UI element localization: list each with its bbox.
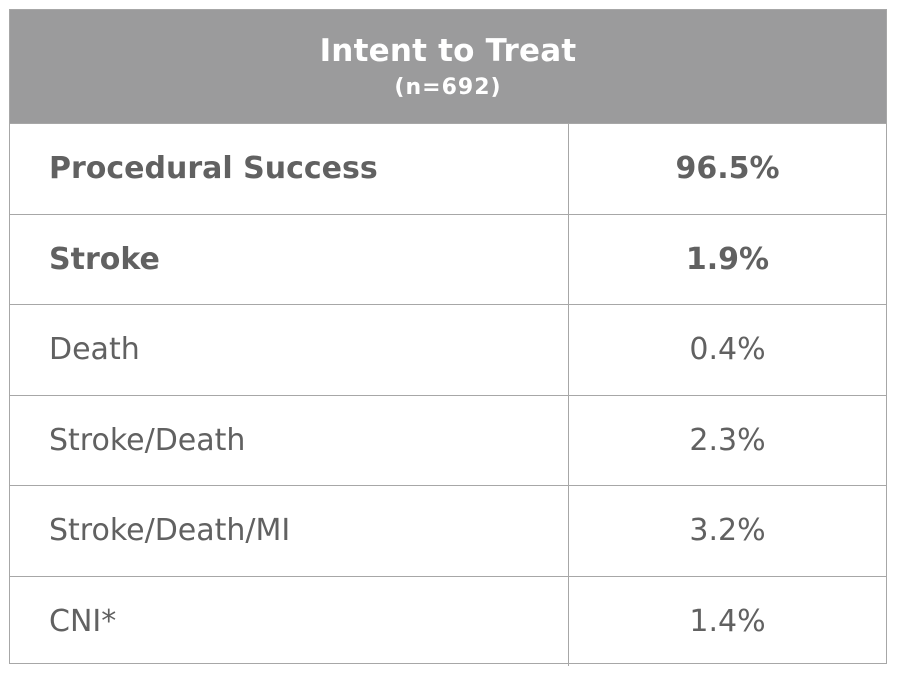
results-table: Intent to Treat (n=692) Procedural Succe… bbox=[9, 9, 887, 666]
row-value: 0.4% bbox=[689, 332, 766, 368]
row-label: Death bbox=[10, 305, 569, 395]
table-row-death: Death 0.4% bbox=[10, 304, 886, 395]
row-label: Stroke/Death/MI bbox=[10, 486, 569, 576]
row-value: 2.3% bbox=[689, 422, 766, 458]
row-value: 3.2% bbox=[689, 513, 766, 549]
row-label: Stroke bbox=[10, 214, 569, 304]
table-title: Intent to Treat bbox=[319, 32, 577, 69]
table-row-stroke-death-mi: Stroke/Death/MI 3.2% bbox=[10, 485, 886, 576]
table-row-cni: CNI* 1.4% bbox=[10, 575, 886, 666]
table-header: Intent to Treat (n=692) bbox=[10, 10, 886, 123]
row-label: Stroke/Death bbox=[10, 395, 569, 485]
row-value: 1.9% bbox=[685, 241, 770, 277]
table-row-stroke-death: Stroke/Death 2.3% bbox=[10, 394, 886, 485]
row-value: 96.5% bbox=[675, 151, 780, 187]
row-label: Procedural Success bbox=[10, 124, 569, 214]
table-row-stroke: Stroke 1.9% bbox=[10, 213, 886, 304]
row-label: CNI* bbox=[10, 576, 569, 666]
table-row-procedural-success: Procedural Success 96.5% bbox=[10, 123, 886, 214]
sample-size: (n=692) bbox=[394, 74, 502, 100]
row-value: 1.4% bbox=[689, 603, 766, 639]
